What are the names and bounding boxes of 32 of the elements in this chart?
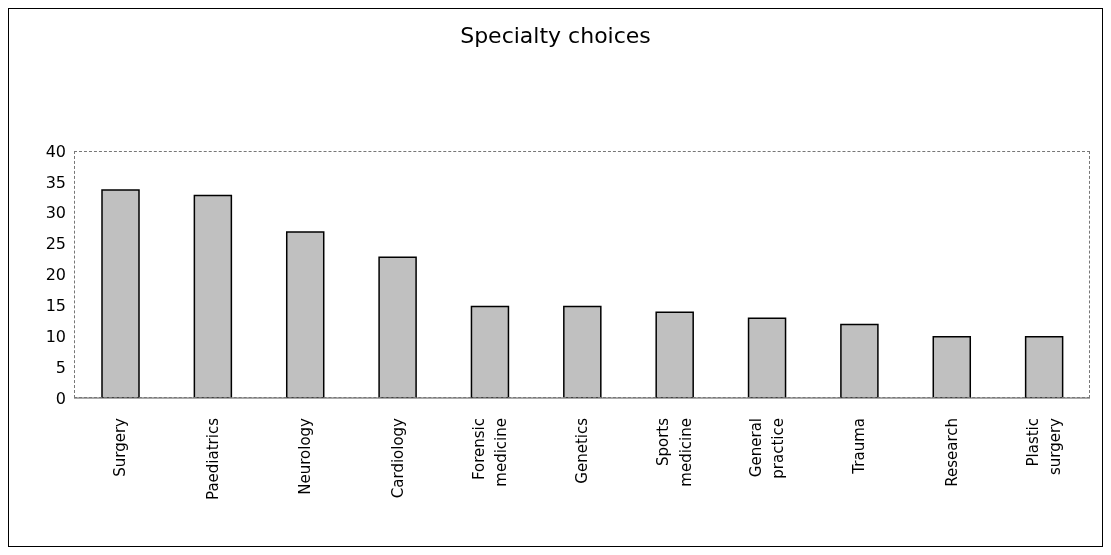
- bar: [655, 311, 694, 398]
- bar: [1024, 336, 1064, 398]
- bar: [470, 305, 510, 398]
- bar: [840, 323, 879, 398]
- y-tick-label: 20: [45, 265, 66, 285]
- y-tick-label: 5: [55, 357, 66, 377]
- bar: [285, 231, 325, 398]
- bar: [747, 317, 787, 398]
- bar: [378, 256, 417, 398]
- y-tick-label: 25: [45, 234, 66, 254]
- x-tick-label: Sports medicine: [654, 417, 695, 487]
- y-tick-label: 30: [45, 203, 66, 223]
- x-tick-label: Plastic surgery: [1023, 417, 1065, 476]
- y-tick-label: 35: [45, 172, 66, 192]
- y-tick-label: 10: [45, 326, 66, 346]
- bar: [101, 189, 140, 398]
- x-tick-label: Neurology: [296, 417, 315, 495]
- y-tick-label: 0: [55, 388, 66, 408]
- x-tick-label: General practice: [746, 418, 788, 479]
- x-tick-label: Surgery: [111, 417, 130, 477]
- chart-title: Specialty choices: [459, 23, 652, 48]
- bar: [193, 194, 233, 398]
- x-tick-label: Forensic medicine: [469, 418, 511, 487]
- x-tick-label: Paediatrics: [203, 417, 222, 500]
- x-tick-label: Trauma: [850, 418, 869, 475]
- x-tick-label: Genetics: [573, 417, 592, 484]
- bar: [563, 305, 602, 398]
- bar: [932, 336, 972, 398]
- y-tick-label: 40: [45, 141, 66, 161]
- x-tick-label: Cardiology: [388, 417, 407, 499]
- y-tick-label: 15: [45, 296, 66, 316]
- x-tick-label: Research: [942, 418, 961, 487]
